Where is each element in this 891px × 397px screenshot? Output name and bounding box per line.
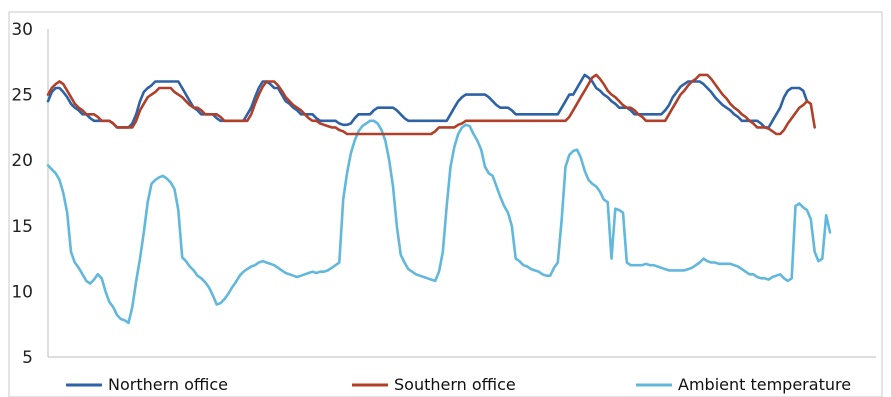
y-tick-label: 25 bbox=[11, 86, 33, 106]
series-line-ambient-temperature bbox=[46, 119, 832, 325]
series-line-southern-office bbox=[46, 73, 816, 136]
y-tick-labels: 5 10 15 20 25 30 bbox=[11, 20, 33, 368]
y-tick-label: 10 bbox=[11, 282, 33, 302]
series-lines bbox=[46, 73, 832, 325]
legend: Northern office Southern office Ambient te… bbox=[66, 375, 851, 394]
series-line-northern-office bbox=[46, 73, 809, 129]
legend-label-ambient-temperature: Ambient temperature bbox=[678, 375, 851, 394]
y-tick-label: 20 bbox=[11, 151, 33, 171]
y-tick-label: 5 bbox=[22, 348, 33, 368]
y-tick-label: 15 bbox=[11, 217, 33, 237]
y-tick-label: 30 bbox=[11, 20, 33, 40]
chart-frame bbox=[8, 11, 883, 397]
legend-label-northern-office: Northern office bbox=[108, 375, 228, 394]
legend-label-southern-office: Southern office bbox=[394, 375, 516, 394]
